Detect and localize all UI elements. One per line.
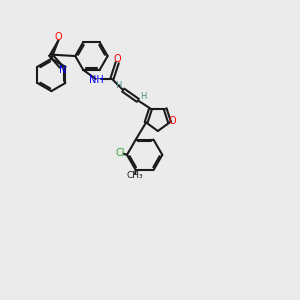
Text: CH₃: CH₃ <box>126 171 142 180</box>
Text: O: O <box>114 54 121 64</box>
Text: N: N <box>59 64 67 74</box>
Text: O: O <box>55 32 62 42</box>
Text: H: H <box>140 92 147 101</box>
Text: Cl: Cl <box>116 148 125 158</box>
Text: H: H <box>115 82 121 91</box>
Text: O: O <box>168 116 176 126</box>
Text: NH: NH <box>89 75 104 85</box>
